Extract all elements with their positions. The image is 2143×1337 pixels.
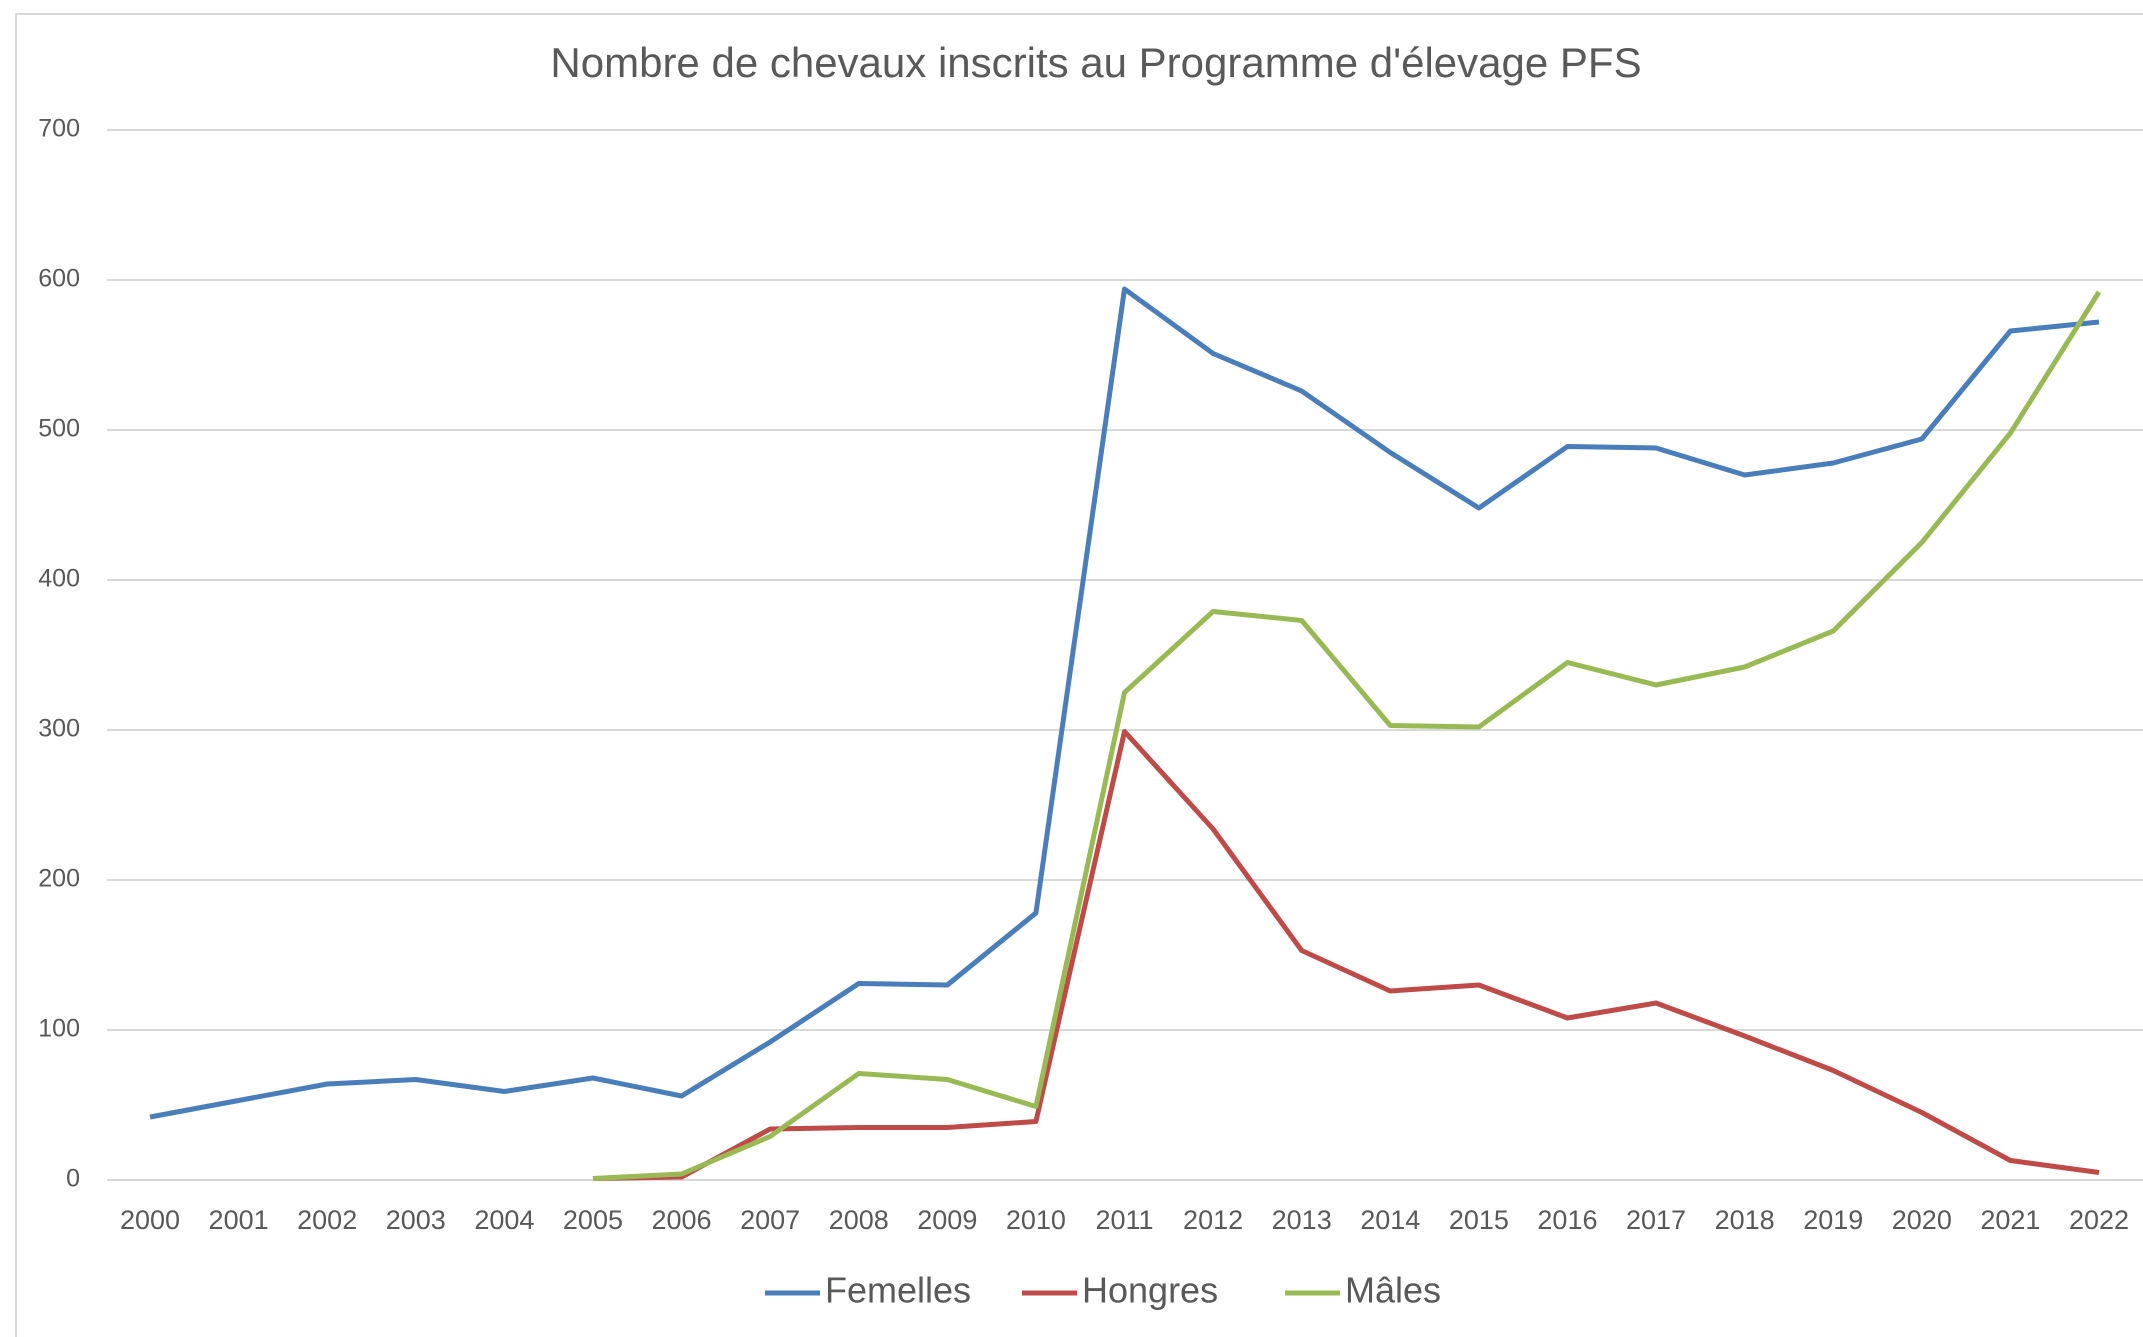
y-tick-label: 200: [38, 865, 80, 893]
x-tick-label: 2003: [386, 1205, 446, 1235]
y-tick-label: 700: [38, 115, 80, 143]
legend-label: Femelles: [825, 1270, 971, 1311]
series-line: [149, 286, 2100, 1120]
legend-label: Hongres: [1082, 1270, 1218, 1311]
y-tick-label: 0: [66, 1165, 80, 1193]
x-tick-label: 2006: [652, 1205, 712, 1235]
y-tick-label: 600: [38, 265, 80, 293]
x-tick-label: 2001: [209, 1205, 269, 1235]
x-tick-label: 2010: [1006, 1205, 1066, 1235]
chart-title: Nombre de chevaux inscrits au Programme …: [550, 39, 1641, 86]
chart-border: [15, 13, 2143, 1337]
x-tick-label: 2005: [563, 1205, 623, 1235]
x-tick-label: 2009: [917, 1205, 977, 1235]
x-tick-label: 2017: [1626, 1205, 1686, 1235]
y-tick-label: 500: [38, 415, 80, 443]
y-tick-label: 100: [38, 1015, 80, 1043]
x-tick-label: 2022: [2069, 1205, 2129, 1235]
series-line: [592, 290, 2102, 1181]
x-tick-label: 2014: [1360, 1205, 1420, 1235]
legend-label: Mâles: [1345, 1270, 1441, 1311]
x-tick-label: 2015: [1449, 1205, 1509, 1235]
x-tick-label: 2002: [297, 1205, 357, 1235]
x-tick-label: 2012: [1183, 1205, 1243, 1235]
x-tick-label: 2016: [1537, 1205, 1597, 1235]
x-tick-label: 2004: [474, 1205, 534, 1235]
y-tick-label: 300: [38, 715, 80, 743]
x-tick-label: 2013: [1272, 1205, 1332, 1235]
x-tick-label: 2008: [829, 1205, 889, 1235]
y-tick-label: 400: [38, 565, 80, 593]
x-tick-label: 2007: [740, 1205, 800, 1235]
series-line: [592, 729, 2100, 1181]
x-tick-label: 2018: [1715, 1205, 1775, 1235]
x-tick-label: 2019: [1803, 1205, 1863, 1235]
x-tick-label: 2020: [1892, 1205, 1952, 1235]
x-tick-label: 2000: [120, 1205, 180, 1235]
x-tick-label: 2011: [1095, 1205, 1153, 1235]
x-tick-label: 2021: [1980, 1205, 2040, 1235]
